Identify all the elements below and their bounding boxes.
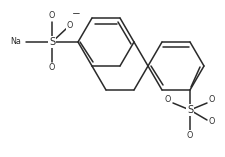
Text: O: O — [67, 21, 73, 30]
Text: O: O — [49, 63, 55, 73]
Text: −: − — [71, 9, 80, 19]
Text: O: O — [208, 117, 214, 127]
Text: O: O — [208, 95, 214, 105]
Text: O: O — [186, 130, 192, 140]
Text: S: S — [49, 37, 55, 47]
Text: O: O — [49, 11, 55, 21]
Text: Na: Na — [11, 38, 21, 46]
Text: O: O — [164, 95, 170, 105]
Text: S: S — [186, 105, 192, 115]
